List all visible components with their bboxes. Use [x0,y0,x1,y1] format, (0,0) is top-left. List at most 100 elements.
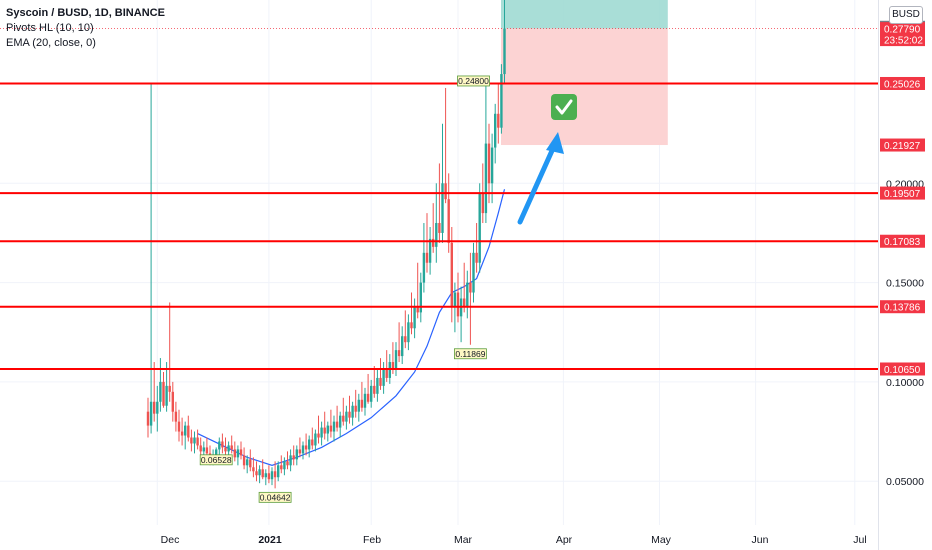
candle [184,421,187,450]
candle-body [348,411,351,418]
candle-body [249,459,252,468]
candle [335,405,339,432]
candle-body [357,399,360,412]
candle-body [435,223,438,247]
candle [432,203,435,253]
price-badge-label: 0.17083 [884,237,921,248]
candle [425,213,429,273]
candle-body [277,465,280,478]
candle-body [162,381,165,406]
candle-body [376,377,379,394]
indicator-ema[interactable]: EMA (20, close, 0) [6,37,96,49]
candle-body [490,147,494,184]
candle-body [382,369,385,386]
candle [311,427,314,450]
candle [156,385,159,432]
candle [193,431,196,454]
candle [348,395,351,424]
pivot-label-box [199,454,233,466]
price-badge-label: 0.25026 [884,79,921,90]
target-zone [501,0,668,29]
candle [190,429,193,452]
candle-body [280,465,283,470]
candle [317,415,320,444]
candle-body [165,385,168,406]
candle-body [444,183,447,200]
indicator-pivots[interactable]: Pivots HL (10, 10) [6,22,94,34]
x-tick-label: 2021 [258,534,282,546]
candle [351,401,354,426]
candle [230,435,233,454]
candle [478,183,481,273]
candle [149,84,153,434]
candle [168,302,171,402]
candle [360,381,364,412]
candle [438,163,441,243]
candle-body [432,238,435,247]
candle [273,461,277,489]
currency-badge[interactable]: BUSD [889,6,923,24]
candle-body [416,306,419,313]
candle-body [329,425,333,432]
candle [357,393,360,422]
candle [366,373,370,404]
candle [503,0,506,84]
candle-body [236,449,240,458]
candle [308,435,311,458]
candle-body [168,385,171,392]
candle-body [171,391,174,412]
candle [196,429,199,450]
candle-body [351,405,354,418]
candle-body [283,461,286,470]
candle [286,451,289,470]
candle [301,441,305,460]
candle [463,262,466,313]
candle [249,449,252,472]
candle [413,298,416,339]
candle [435,183,438,263]
candle-body [484,143,488,214]
candle-body [394,350,398,370]
price-badge [880,186,925,200]
candle-body [370,385,373,402]
candle [410,292,413,335]
candle-body [342,415,345,422]
candle [416,262,419,319]
candle [373,366,376,398]
price-badge [880,234,925,248]
candle-body [326,425,329,434]
candle [264,469,267,486]
check-icon [555,99,573,115]
candle-body [295,449,298,460]
candle-body [180,431,184,436]
candle-body [478,193,481,263]
candle [456,272,460,323]
candle [314,429,317,452]
candle [490,133,494,204]
candle-body [270,471,274,480]
symbol-title[interactable]: Syscoin / BUSD, 1D, BINANCE [6,7,165,19]
candle [298,437,302,458]
candle-body [146,411,150,426]
candle-body [323,427,326,434]
candle-body [450,242,453,307]
check-badge [551,94,577,120]
candle [459,286,463,343]
candle-body [494,113,497,148]
candle [428,226,432,275]
pivot-label-box [453,348,487,360]
price-badge [880,138,925,152]
candle-body [407,322,410,343]
candle [205,437,209,458]
price-badge-label: 0.13786 [884,303,921,314]
candle [199,437,202,458]
candle-body [224,447,227,452]
candle-body [404,336,407,343]
candle [283,457,286,476]
candle [323,411,326,440]
candle [447,173,450,253]
candle-body [311,439,314,446]
candle-body [177,421,181,432]
candle [187,415,190,442]
